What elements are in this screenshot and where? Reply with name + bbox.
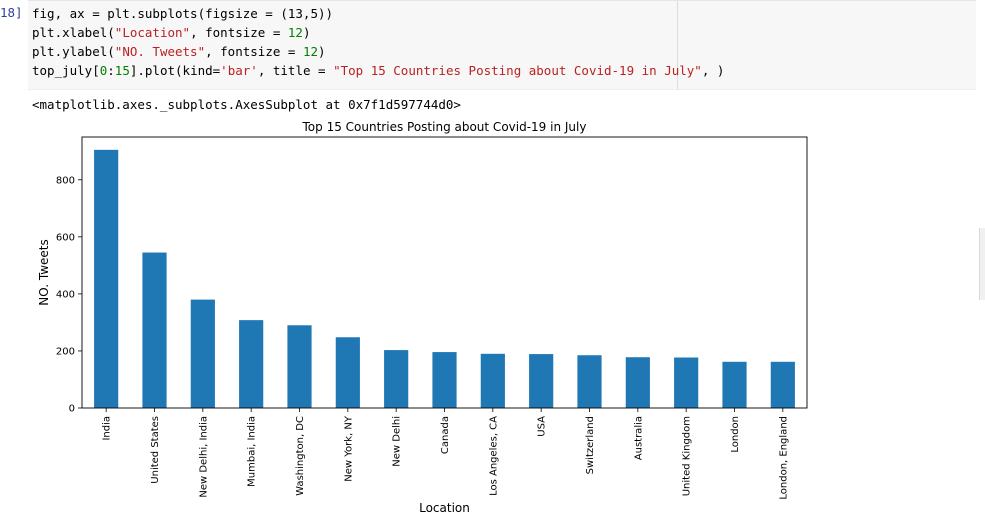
- bar: [480, 353, 505, 408]
- x-tick-label: Australia: [633, 416, 644, 460]
- line-length-ruler: [677, 1, 678, 89]
- code-token: , ): [701, 63, 725, 78]
- code-token: , title =: [257, 63, 334, 78]
- y-tick-label: 200: [56, 346, 75, 357]
- bar: [94, 149, 119, 408]
- bar: [577, 355, 602, 408]
- x-tick-label: Canada: [440, 416, 451, 454]
- code-token: "NO. Tweets": [114, 44, 206, 59]
- bar: [770, 361, 795, 408]
- bar: [625, 357, 650, 408]
- x-tick-label: United Kingdom: [682, 416, 693, 496]
- x-tick-label: London, England: [778, 416, 789, 500]
- bar: [432, 352, 457, 408]
- bar: [190, 299, 215, 408]
- code-token: 15: [114, 63, 130, 78]
- y-tick-label: 400: [56, 289, 75, 300]
- code-token: 12: [302, 44, 319, 59]
- y-tick-label: 600: [56, 232, 75, 243]
- code-token: "Top 15 Countries Posting about Covid-19…: [333, 63, 702, 78]
- y-axis-label: NO. Tweets: [37, 239, 51, 305]
- bar: [335, 337, 360, 408]
- bar: [674, 357, 699, 408]
- x-tick-label: India: [102, 416, 113, 441]
- code-token: plt.ylabel(: [32, 44, 115, 59]
- code-token: , fontsize =: [190, 25, 288, 40]
- x-tick-label: United States: [150, 416, 161, 484]
- code-token: plt.xlabel(: [32, 25, 115, 40]
- code-token: :: [107, 63, 115, 78]
- cell-execution-count: 18]: [0, 5, 23, 20]
- x-tick-label: Switzerland: [585, 416, 596, 474]
- code-token: "Location": [114, 25, 191, 40]
- code-token: ): [302, 25, 311, 40]
- bar: [722, 361, 747, 408]
- output-text: <matplotlib.axes._subplots.AxesSubplot a…: [32, 97, 461, 112]
- x-tick-label: Washington, DC: [295, 416, 306, 496]
- code-line: plt.ylabel("NO. Tweets", fontsize = 12): [32, 42, 724, 61]
- code-line: plt.xlabel("Location", fontsize = 12): [32, 23, 724, 42]
- x-tick-label: London: [730, 416, 741, 453]
- code-token: 12: [287, 25, 303, 40]
- x-tick-label: USA: [537, 416, 548, 437]
- chart-title: Top 15 Countries Posting about Covid-19 …: [302, 120, 587, 134]
- bar: [287, 325, 312, 408]
- bar: [384, 350, 409, 408]
- bar: [142, 252, 167, 408]
- bar: [529, 354, 554, 408]
- y-tick-label: 0: [69, 404, 75, 415]
- x-tick-label: New York, NY: [343, 415, 354, 482]
- x-tick-label: New Delhi, India: [198, 416, 209, 498]
- code-token: ].plot(kind=: [129, 63, 221, 78]
- scrollbar-thumb[interactable]: [979, 228, 985, 300]
- x-axis-label: Location: [419, 501, 470, 515]
- bar: [239, 320, 264, 408]
- code-line: top_july[0:15].plot(kind='bar', title = …: [32, 61, 724, 80]
- code-token: 'bar': [220, 63, 258, 78]
- y-tick-label: 800: [56, 175, 75, 186]
- code-token: , fontsize =: [205, 44, 303, 59]
- code-token: top_july[: [32, 63, 100, 78]
- code-cell-input[interactable]: [28, 0, 976, 90]
- x-tick-label: Los Angeles, CA: [488, 416, 499, 496]
- code-editor[interactable]: fig, ax = plt.subplots(figsize = (13,5))…: [32, 4, 724, 80]
- code-token: 0: [99, 63, 108, 78]
- x-tick-label: New Delhi: [392, 416, 403, 467]
- code-token: ): [318, 44, 326, 59]
- x-tick-label: Mumbai, India: [247, 416, 258, 487]
- code-token: fig, ax = plt.subplots(figsize = (13,5)): [32, 6, 334, 21]
- code-line: fig, ax = plt.subplots(figsize = (13,5)): [32, 4, 724, 23]
